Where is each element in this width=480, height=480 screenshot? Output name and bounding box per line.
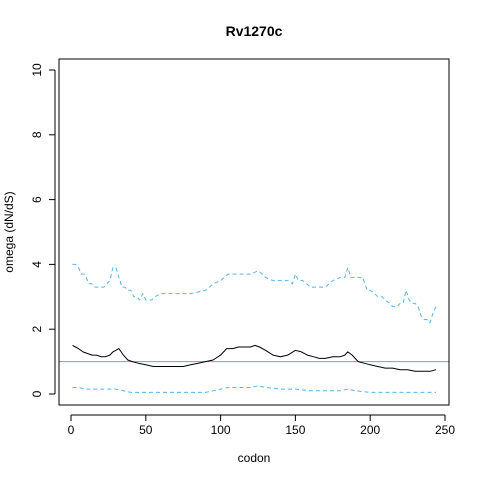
x-tick-label: 0 xyxy=(68,423,75,437)
y-tick-label: 2 xyxy=(30,326,44,333)
x-tick-label: 150 xyxy=(285,423,305,437)
x-axis-label: codon xyxy=(238,451,271,465)
plot-area xyxy=(59,263,449,393)
y-axis: 0 2 4 6 8 10 xyxy=(30,63,56,397)
y-tick-label: 10 xyxy=(30,63,44,77)
y-tick-label: 0 xyxy=(30,390,44,397)
x-tick-label: 50 xyxy=(139,423,153,437)
y-axis-label: omega (dN/dS) xyxy=(2,191,16,272)
y-tick-label: 8 xyxy=(30,131,44,138)
x-axis: 0 50 100 150 200 250 xyxy=(68,414,455,437)
series-line-lower xyxy=(72,385,436,393)
y-tick-label: 6 xyxy=(30,196,44,203)
y-tick-label: 4 xyxy=(30,261,44,268)
series-line-estimate xyxy=(72,344,437,372)
x-tick-label: 100 xyxy=(211,423,231,437)
x-tick-label: 200 xyxy=(360,423,380,437)
x-tick-label: 250 xyxy=(435,423,455,437)
series-line-upper xyxy=(72,263,437,324)
chart-title: Rv1270c xyxy=(226,23,283,39)
plot-frame xyxy=(58,58,450,406)
